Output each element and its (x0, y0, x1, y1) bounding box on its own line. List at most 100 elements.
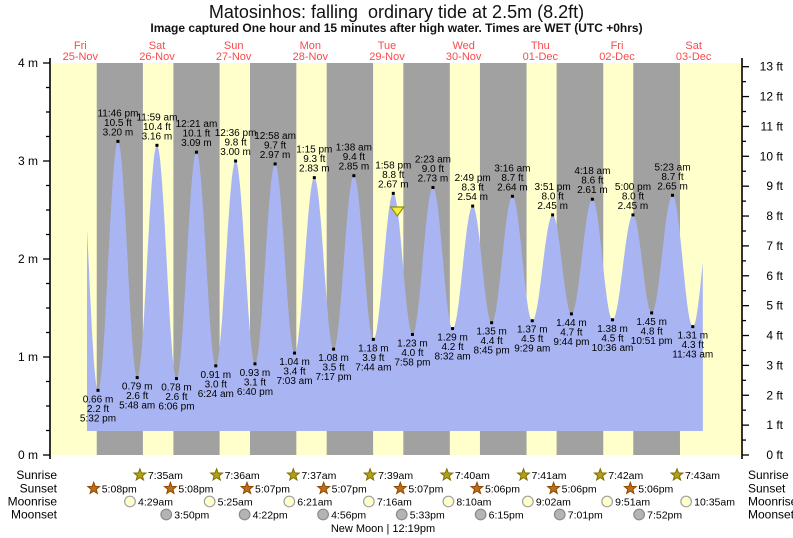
sunrise-icon (286, 467, 301, 482)
day-name-label: Sat (149, 40, 166, 52)
tide-point (332, 347, 336, 351)
tide-curve-area (87, 141, 703, 431)
moonset-time: 4:22pm (253, 510, 288, 522)
left-axis-label: 2 m (18, 252, 38, 266)
sunset-caption-right: Sunset (748, 482, 786, 496)
day-name-label: Fri (611, 40, 624, 52)
moonrise-icon (442, 495, 455, 508)
tide-point (530, 319, 534, 323)
right-axis-label: 4 ft (766, 329, 783, 343)
sunset-time: 5:08pm (102, 484, 137, 496)
low-tide-time: 11:43 am (672, 350, 713, 361)
day-name-label: Tue (378, 40, 397, 52)
moonset-time: 7:52pm (647, 510, 682, 522)
high-tide-ft: 8.0 ft (622, 191, 644, 202)
right-axis-label: 5 ft (766, 299, 783, 313)
sunrise-caption-right: Sunrise (748, 468, 789, 482)
sunset-icon (86, 480, 101, 495)
right-axis-label: 10 ft (760, 149, 784, 163)
high-tide-time: 2:23 am (415, 154, 451, 165)
low-tide-ft: 3.9 ft (362, 353, 384, 364)
moonrise-time: 9:51am (615, 497, 650, 509)
high-tide-m: 2.73 m (418, 173, 449, 184)
sunrise-time: 7:37am (301, 470, 336, 482)
moonset-time: 5:33pm (410, 510, 445, 522)
high-tide-m: 3.09 m (181, 138, 212, 149)
right-axis-label: 2 ft (766, 388, 783, 402)
low-tide-time: 5:48 am (119, 401, 155, 412)
moonset-time: 4:56pm (331, 510, 366, 522)
moonset-icon (238, 508, 251, 521)
sunset-icon (623, 480, 638, 495)
sunset-icon (163, 480, 178, 495)
low-tide-m: 1.31 m (677, 331, 708, 342)
moonrise-time: 6:21am (297, 497, 332, 509)
high-tide-time: 3:16 am (494, 163, 530, 174)
tide-point (273, 162, 277, 166)
sunset-time: 5:06pm (562, 484, 597, 496)
moonrise-icon (362, 495, 375, 508)
high-tide-m: 2.85 m (339, 162, 370, 173)
high-tide-ft: 9.3 ft (303, 154, 325, 165)
right-axis-label: 1 ft (766, 418, 783, 432)
low-tide-m: 1.18 m (358, 343, 389, 354)
day-date-label: 02-Dec (599, 51, 635, 63)
tide-point (551, 213, 555, 217)
low-tide-time: 9:29 am (514, 344, 550, 355)
tide-point (155, 143, 159, 147)
moonset-time: 6:15pm (489, 510, 524, 522)
high-tide-time: 3:51 pm (535, 182, 571, 193)
current-tide-marker-group (389, 206, 405, 218)
low-tide-ft: 4.8 ft (641, 326, 663, 337)
high-tide-m: 2.65 m (657, 181, 688, 192)
high-tide-ft: 8.6 ft (581, 176, 603, 187)
chart-subtitle: Image captured One hour and 15 minutes a… (150, 21, 643, 35)
sunset-time: 5:08pm (178, 484, 213, 496)
tide-point (391, 191, 395, 195)
sunrise-icon (516, 467, 531, 482)
low-tide-m: 1.29 m (437, 333, 468, 344)
low-tide-ft: 3.0 ft (205, 379, 227, 390)
low-tide-time: 10:36 am (592, 343, 634, 354)
low-tide-ft: 4.4 ft (480, 336, 502, 347)
low-tide-time: 6:06 pm (158, 402, 194, 413)
tide-point (194, 150, 198, 154)
moonrise-icon (601, 495, 614, 508)
sunrise-caption-left: Sunrise (16, 468, 57, 482)
tide-point (253, 362, 257, 366)
high-tide-time: 12:36 pm (215, 128, 257, 139)
low-tide-ft: 4.3 ft (682, 340, 704, 351)
low-tide-ft: 3.5 ft (322, 363, 344, 374)
moonrise-time: 8:10am (456, 497, 491, 509)
low-tide-time: 9:44 pm (553, 337, 589, 348)
low-tide-time: 10:51 pm (631, 336, 673, 347)
sunrise-time: 7:39am (378, 470, 413, 482)
high-tide-ft: 10.5 ft (104, 118, 132, 129)
low-tide-m: 1.38 m (597, 324, 628, 335)
high-tide-m: 2.54 m (457, 192, 488, 203)
right-axis-label: 11 ft (761, 119, 784, 133)
moonrise-time: 5:25am (218, 497, 253, 509)
high-tide-time: 11:59 am (136, 112, 177, 123)
high-tide-m: 3.20 m (103, 127, 134, 138)
tide-point (116, 139, 120, 143)
day-name-label: Wed (452, 40, 474, 52)
tide-point (431, 185, 435, 189)
moonset-icon (395, 508, 408, 521)
tide-point (451, 327, 455, 331)
right-axis-label: 9 ft (766, 179, 783, 193)
tide-point (490, 321, 494, 325)
right-axis-label: 8 ft (766, 209, 783, 223)
sunset-time: 5:07pm (332, 484, 367, 496)
left-axis-label: 4 m (18, 56, 38, 70)
high-tide-ft: 8.3 ft (462, 183, 484, 194)
tide-point (135, 376, 139, 380)
sunset-icon (469, 480, 485, 495)
moonrise-icon (283, 495, 296, 508)
sunset-caption-left: Sunset (20, 482, 58, 496)
high-tide-time: 5:00 pm (615, 182, 651, 193)
moonrise-icon (203, 495, 216, 508)
